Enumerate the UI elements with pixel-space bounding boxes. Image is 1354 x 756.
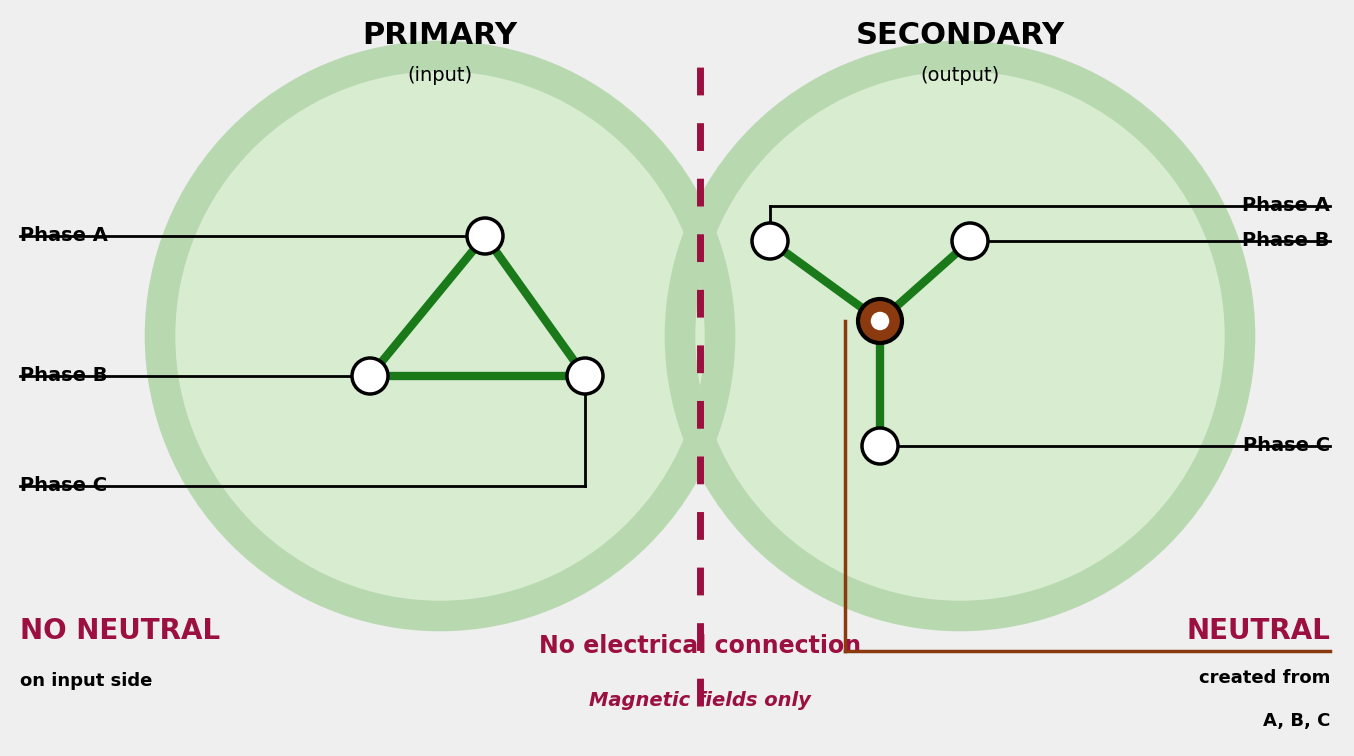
- Text: PRIMARY: PRIMARY: [363, 21, 517, 51]
- Text: (output): (output): [921, 67, 999, 85]
- Text: Phase C: Phase C: [20, 476, 107, 495]
- Text: Phase A: Phase A: [20, 227, 108, 246]
- Text: NEUTRAL: NEUTRAL: [1186, 617, 1330, 645]
- Circle shape: [751, 223, 788, 259]
- Circle shape: [871, 311, 890, 330]
- Text: on input side: on input side: [20, 672, 153, 690]
- Circle shape: [858, 299, 902, 343]
- Text: Phase C: Phase C: [1243, 436, 1330, 456]
- Circle shape: [862, 428, 898, 464]
- Circle shape: [160, 56, 720, 616]
- Text: SECONDARY: SECONDARY: [856, 21, 1064, 51]
- Text: NO NEUTRAL: NO NEUTRAL: [20, 617, 221, 645]
- Text: Phase B: Phase B: [20, 367, 107, 386]
- Circle shape: [467, 218, 502, 254]
- Text: Phase B: Phase B: [1243, 231, 1330, 250]
- Circle shape: [352, 358, 389, 394]
- Circle shape: [952, 223, 988, 259]
- Text: created from: created from: [1198, 669, 1330, 687]
- Text: Phase A: Phase A: [1242, 197, 1330, 215]
- Text: A, B, C: A, B, C: [1263, 712, 1330, 730]
- Circle shape: [680, 56, 1240, 616]
- Text: (input): (input): [408, 67, 473, 85]
- Circle shape: [567, 358, 603, 394]
- Text: Magnetic fields only: Magnetic fields only: [589, 692, 811, 711]
- Text: No electrical connection: No electrical connection: [539, 634, 861, 658]
